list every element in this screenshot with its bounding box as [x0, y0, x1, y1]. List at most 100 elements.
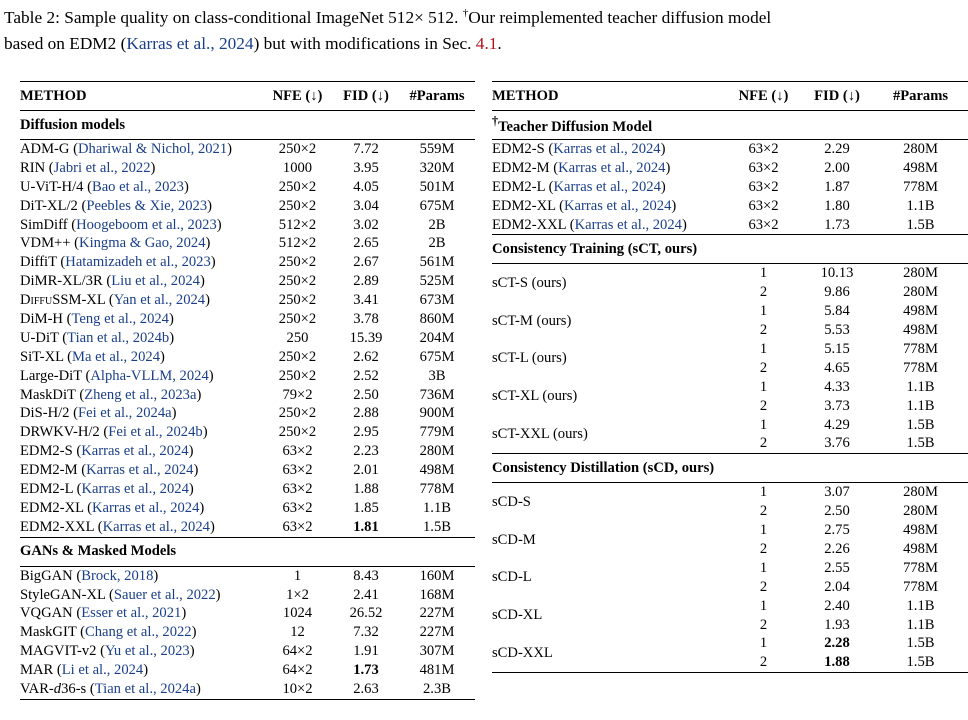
method-name: sCT-L (ours)	[492, 350, 567, 367]
citation-link[interactable]: Karras et al., 2024	[102, 518, 210, 535]
params-value: 498M	[903, 540, 938, 557]
citation-link[interactable]: Liu et al., 2024	[111, 273, 200, 290]
citation-link[interactable]: Ma et al., 2024	[72, 348, 160, 365]
nfe-value: 250×2	[278, 254, 317, 271]
method-cell: StyleGAN-XL (Sauer et al., 2022)	[20, 586, 221, 603]
method-cell: U-ViT-H/4 (Bao et al., 2023)	[20, 178, 189, 195]
citation-link[interactable]: Hoogeboom et al., 2023	[76, 216, 217, 233]
citation-link[interactable]: Karras et al., 2024	[558, 159, 666, 176]
table-row: RIN (Jabri et al., 2022) 1000 3.95 320M	[20, 159, 475, 178]
section-title: GANs & Masked Models	[20, 536, 475, 567]
nfe-value: 1000	[282, 159, 313, 176]
citation-link[interactable]: Karras et al., 2024	[81, 443, 189, 460]
method-name: DRWKV-H/2	[20, 424, 100, 441]
fid-value: 2.23	[353, 443, 379, 460]
params-value: 1.1B	[906, 616, 935, 633]
caption-section-link[interactable]: 4.1	[475, 34, 498, 53]
citation-link[interactable]: Yan et al., 2024	[113, 292, 206, 309]
fid-value: 2.26	[824, 540, 850, 557]
nfe-value: 63×2	[282, 462, 313, 479]
fid-value: 3.07	[824, 484, 850, 501]
table-row: VDM++ (Kingma & Gao, 2024) 512×2 2.65 2B	[20, 234, 475, 253]
params-value: 778M	[903, 578, 938, 595]
method-cell: DiS-H/2 (Fei et al., 2024a)	[20, 405, 177, 422]
method-cell: VDM++ (Kingma & Gao, 2024)	[20, 235, 211, 252]
nfe-value: 1	[759, 265, 768, 282]
nfe-value: 2	[759, 359, 768, 376]
fid-value: 1.91	[353, 643, 379, 660]
citation-link[interactable]: Chang et al., 2022	[85, 624, 192, 641]
method-cell: EDM2-L (Karras et al., 2024)	[20, 480, 194, 497]
method-name: EDM2-M	[492, 159, 550, 176]
method-name: BigGAN	[20, 567, 73, 584]
table-row: MAGVIT-v2 (Yu et al., 2023) 64×2 1.91 307M	[20, 642, 475, 661]
fid-value: 4.05	[353, 178, 379, 195]
citation-link[interactable]: Zheng et al., 2023a	[84, 386, 197, 403]
citation-link[interactable]: Karras et al., 2024	[92, 499, 200, 516]
method-name: EDM2-L	[492, 178, 545, 195]
params-value: 168M	[419, 586, 455, 603]
nfe-value: 1	[759, 303, 768, 320]
table-row: VQGAN (Esser et al., 2021) 1024 26.52 227M	[20, 604, 475, 623]
fid-value: 1.73	[824, 216, 850, 233]
citation-link[interactable]: Fei et al., 2024a	[77, 405, 172, 422]
citation-link[interactable]: Alpha-VLLM, 2024	[90, 367, 209, 384]
params-value: 320M	[419, 159, 455, 176]
fid-value: 2.95	[353, 424, 379, 441]
nfe-value: 512×2	[278, 216, 317, 233]
citation-link[interactable]: Li et al., 2024	[61, 662, 144, 679]
method-cell: EDM2-L (Karras et al., 2024)	[492, 178, 666, 195]
citation-link[interactable]: Yu et al., 2023	[105, 643, 190, 660]
params-value: 3B	[428, 367, 446, 384]
citation-link[interactable]: Hatamizadeh et al., 2023	[65, 254, 211, 271]
params-value: 1.1B	[906, 397, 935, 414]
method-cell: sCD-S	[492, 483, 726, 521]
method-name: DiT-XL/2	[20, 197, 78, 214]
citation-link[interactable]: Bao et al., 2023	[91, 178, 184, 195]
citation-link[interactable]: Tian et al., 2024a	[94, 680, 196, 697]
params-value: 675M	[419, 348, 455, 365]
params-value: 778M	[903, 340, 938, 357]
citation-link[interactable]: Peebles & Xie, 2023	[86, 197, 208, 214]
method-cell: ADM-G (Dhariwal & Nichol, 2021)	[20, 140, 233, 157]
citation-link[interactable]: Karras et al., 2024	[81, 480, 189, 497]
method-name: EDM2-M	[20, 462, 78, 479]
table-row: sCT-M (ours) 1 5.84 498M	[492, 302, 968, 328]
fid-value: 8.43	[353, 567, 379, 584]
citation-link[interactable]: Teng et al., 2024	[71, 310, 169, 327]
section-heading-row: Consistency Training (sCT, ours)	[492, 234, 968, 265]
method-name: DiffiT	[20, 254, 57, 271]
caption-text-2: Our reimplemented teacher diffusion mode…	[468, 8, 772, 27]
citation-link[interactable]: Karras et al., 2024	[86, 462, 194, 479]
params-value: 736M	[419, 386, 455, 403]
section-title-sct: Consistency Training (sCT, ours)	[492, 240, 698, 257]
citation-link[interactable]: Karras et al., 2024	[553, 140, 661, 157]
citation-link[interactable]: Kingma & Gao, 2024	[79, 235, 206, 252]
nfe-value: 63×2	[748, 178, 779, 195]
citation-link[interactable]: Esser et al., 2021	[81, 605, 182, 622]
nfe-value: 2	[759, 654, 768, 671]
method-cell: sCT-XXL (ours)	[492, 416, 726, 454]
method-name-italic: d	[53, 680, 62, 697]
citation-link[interactable]: Jabri et al., 2022	[53, 159, 151, 176]
method-cell: MAR (Li et al., 2024)	[20, 662, 149, 679]
citation-link[interactable]: Karras et al., 2024	[574, 216, 682, 233]
citation-link[interactable]: Brock, 2018	[81, 567, 154, 584]
fid-value: 2.40	[824, 597, 850, 614]
citation-link[interactable]: Sauer et al., 2022	[113, 586, 216, 603]
table-row: DiS-H/2 (Fei et al., 2024a) 250×2 2.88 900M	[20, 404, 475, 423]
fid-value: 3.41	[353, 292, 379, 309]
params-value: 501M	[419, 178, 455, 195]
citation-link[interactable]: Dhariwal & Nichol, 2021	[77, 140, 228, 157]
method-cell: MAGVIT-v2 (Yu et al., 2023)	[20, 643, 195, 660]
params-value: 227M	[419, 605, 455, 622]
citation-link[interactable]: Karras et al., 2024	[553, 178, 661, 195]
table-row: DiMR-XL/3R (Liu et al., 2024) 250×2 2.89 52…	[20, 272, 475, 291]
params-value: 280M	[903, 503, 938, 520]
nfe-value: 250×2	[278, 292, 317, 309]
citation-link[interactable]: Tian et al., 2024b	[67, 329, 170, 346]
method-name: VDM++	[20, 235, 71, 252]
citation-link[interactable]: Fei et al., 2024b	[108, 424, 203, 441]
caption-citation-link[interactable]: Karras et al., 2024	[126, 34, 254, 53]
citation-link[interactable]: Karras et al., 2024	[564, 197, 672, 214]
